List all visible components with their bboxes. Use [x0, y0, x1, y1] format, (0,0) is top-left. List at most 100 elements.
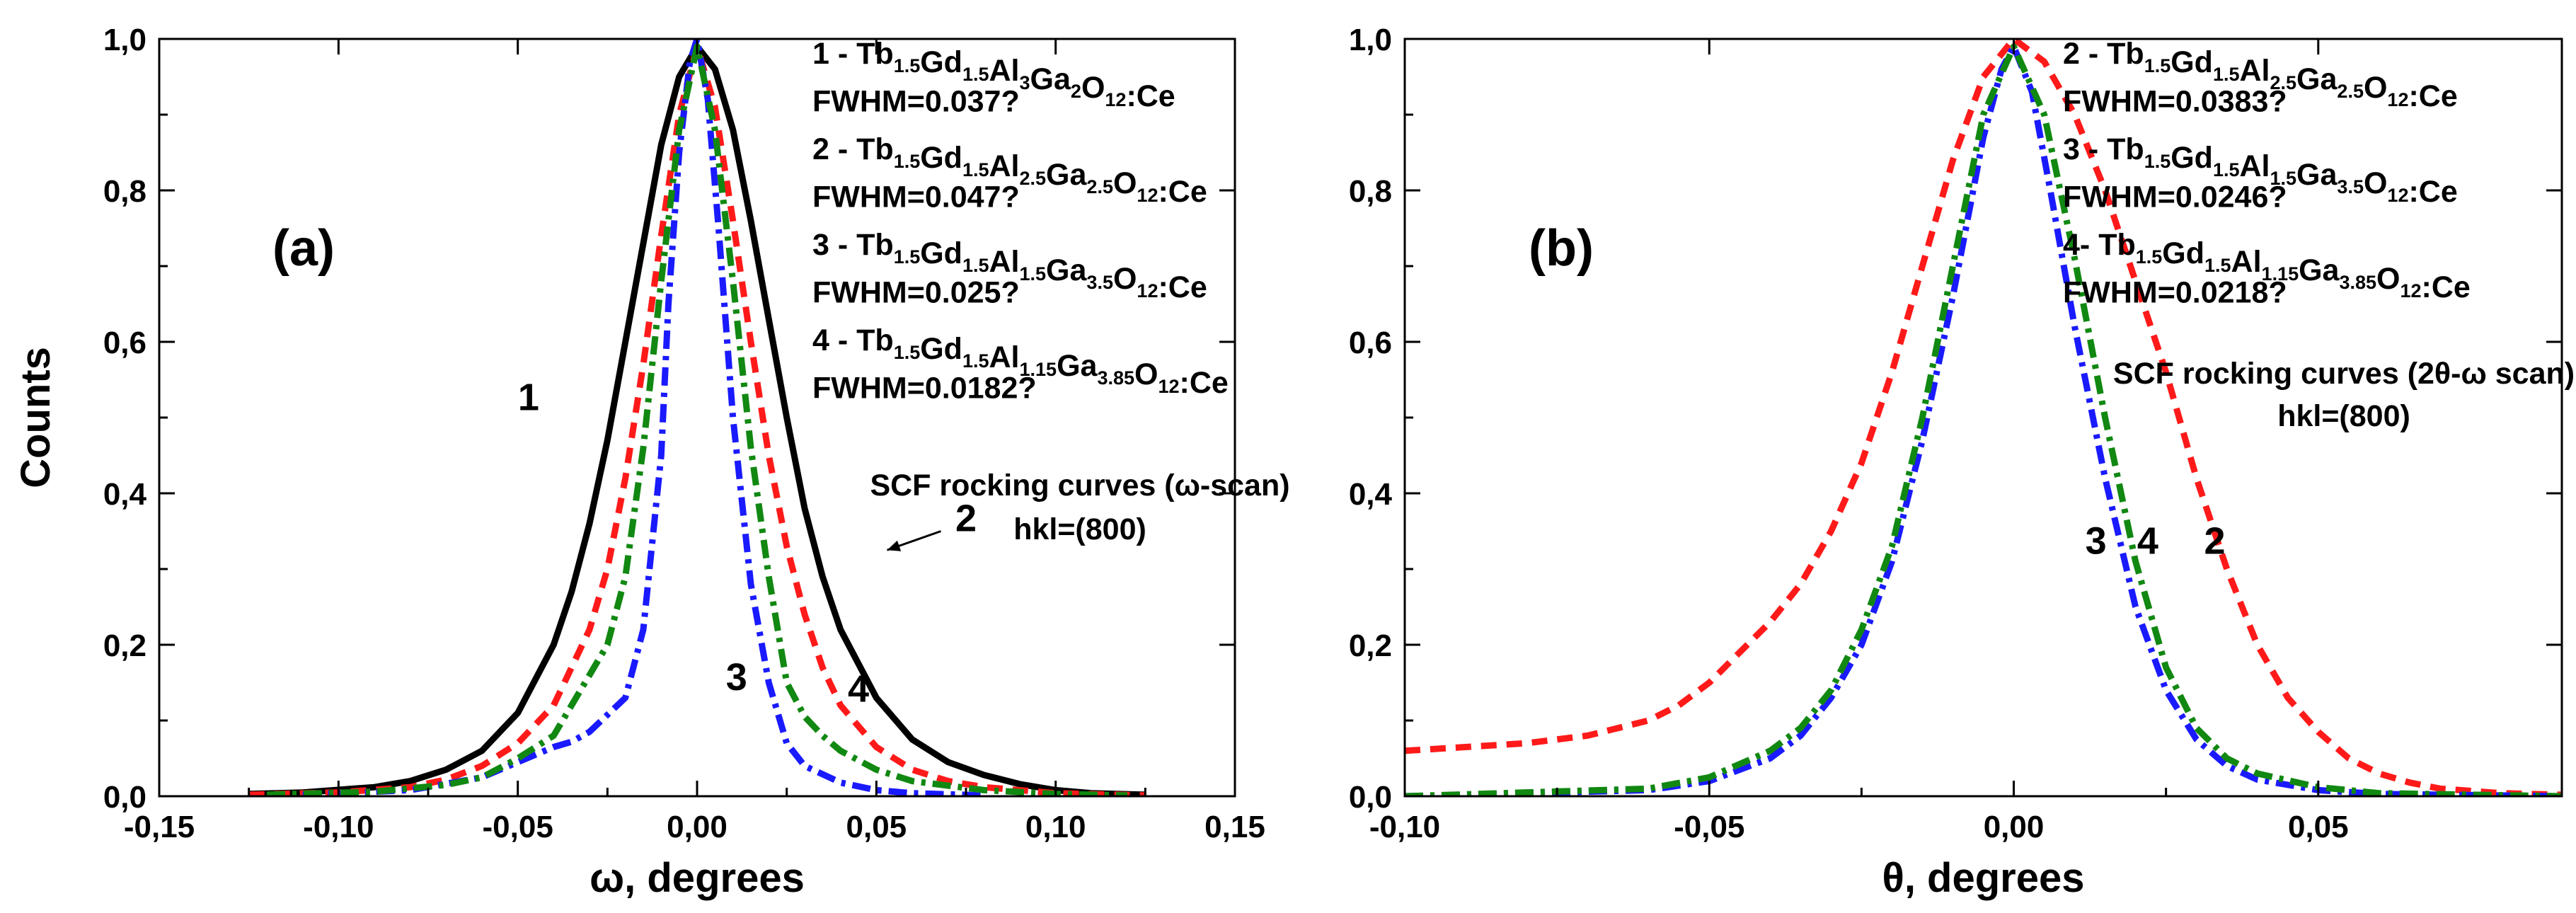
legend-formula-subscript: 1.5: [2136, 246, 2163, 268]
legend-formula-subscript: 1.5: [894, 151, 921, 172]
legend-formula-subscript: 1.5: [2270, 168, 2297, 189]
legend-prefix: 4-: [2063, 228, 2098, 262]
y-tick-label: 0,0: [1349, 780, 1392, 815]
series-line-3: [1405, 43, 2562, 796]
legend-formula-element: Al: [989, 245, 1020, 279]
x-tick-label: -0,05: [1674, 810, 1744, 844]
legend-prefix: 1 -: [812, 37, 856, 71]
legend-formula-element: Gd: [920, 236, 962, 270]
legend-prefix: 3 -: [2063, 132, 2107, 166]
y-tick-label: 0,6: [1349, 326, 1392, 360]
legend-formula-element: Gd: [2170, 45, 2213, 79]
legend-formula-element: Gd: [920, 45, 962, 79]
curve-number-label: 4: [848, 667, 869, 710]
x-tick-label: 0,00: [1984, 810, 2045, 844]
legend-formula-subscript: 12: [2387, 89, 2408, 110]
legend-formula-element: O: [2364, 166, 2387, 200]
curve-number-label: 3: [726, 656, 747, 699]
legend-formula-subscript: 1.5: [1020, 263, 1047, 285]
legend-entry-1: 1 - Tb1.5Gd1.5Al3Ga2O12:Ce: [812, 37, 1175, 113]
legend-formula-element: Tb: [2107, 132, 2144, 166]
legend-formula-subscript: 1.5: [2213, 64, 2240, 85]
legend-formula-element: Al: [2231, 245, 2262, 279]
legend-formula-subscript: 3.85: [2339, 272, 2376, 293]
legend-formula-subscript: 12: [1158, 376, 1179, 397]
y-tick-label: 0,8: [103, 174, 146, 209]
legend-formula-element: Ga: [1057, 349, 1098, 383]
legend-entry-2: 2 - Tb1.5Gd1.5Al2.5Ga2.5O12:Ce: [812, 132, 1207, 209]
legend-formula-element: Tb: [856, 37, 894, 71]
plot-frame: [158, 38, 1236, 798]
legend-entry-3: 4- Tb1.5Gd1.5Al1.15Ga3.85O12:Ce: [2063, 228, 2471, 304]
chart-panel-b: -0,10 -0,05 0,00 0,05 0,0 0,2 0,4 0,6 0,8 1,0 θ, d…: [1349, 23, 2575, 901]
x-tick-label: 0,10: [1025, 810, 1086, 844]
legend-entry-2: 3 - Tb1.5Gd1.5Al1.5Ga3.5O12:Ce: [2063, 132, 2458, 209]
y-tick-label: 1,0: [1349, 23, 1392, 57]
legend-formula-element: Tb: [856, 132, 894, 166]
legend-formula-subscript: 1.5: [962, 255, 989, 276]
scan-annotation: SCF rocking curves (2θ-ω scan): [2113, 357, 2575, 391]
x-axis-title: θ, degrees: [1882, 855, 2084, 901]
legend-formula-subscript: 1.5: [894, 55, 921, 76]
y-tick-label: 0,8: [1349, 174, 1392, 209]
legend-formula-element: O: [1113, 166, 1137, 200]
x-tick-label: 0,05: [846, 810, 907, 844]
legend-formula-subscript: 3.85: [1097, 367, 1134, 389]
series-line-2: [1405, 39, 2562, 796]
legend-formula-subscript: 1.5: [2213, 159, 2240, 180]
y-tick-label: 0,6: [103, 326, 146, 360]
legend-formula-element: :Ce: [1158, 270, 1207, 304]
x-tick-label: 0,00: [667, 810, 728, 844]
legend-formula-element: Gd: [920, 141, 962, 175]
series-line-4: [266, 43, 1128, 796]
legend-formula-subscript: 1.5: [962, 159, 989, 180]
legend-formula-subscript: 2.5: [2337, 81, 2364, 102]
legend-formula-element: Ga: [1030, 62, 1071, 96]
legend-formula-subscript: 1.5: [962, 64, 989, 85]
legend-prefix: 3 -: [812, 228, 856, 262]
legend-formula-element: Al: [989, 340, 1020, 374]
legend-formula-element: O: [1134, 357, 1158, 391]
y-tick-label: 0,4: [103, 477, 147, 512]
legend-formula-element: :Ce: [1158, 175, 1207, 209]
legend-fwhm-3: FWHM=0.0218?: [2063, 276, 2287, 310]
legend-formula-element: :Ce: [2408, 175, 2457, 209]
legend-fwhm-2: FWHM=0.0246?: [2063, 180, 2287, 214]
legend-fwhm-1: FWHM=0.037?: [812, 85, 1020, 119]
curve-number-label: 4: [2137, 520, 2158, 563]
legend-prefix: 2 -: [812, 132, 856, 166]
legend-formula-element: Tb: [2107, 37, 2144, 71]
legend-formula-element: Ga: [2299, 253, 2340, 287]
legend-entry-1: 2 - Tb1.5Gd1.5Al2.5Ga2.5O12:Ce: [2063, 37, 2458, 113]
legend-fwhm-2: FWHM=0.047?: [812, 180, 1020, 214]
legend-fwhm-3: FWHM=0.025?: [812, 276, 1020, 310]
legend-formula-element: :Ce: [2422, 270, 2471, 304]
legend-formula-subscript: 12: [1137, 185, 1158, 206]
series-line-2: [248, 43, 1146, 796]
x-axis-title: ω, degrees: [590, 855, 805, 901]
legend-formula-subscript: 12: [1105, 89, 1126, 110]
x-tick-label: -0,15: [124, 810, 195, 844]
x-tick-label: -0,10: [1369, 810, 1440, 844]
legend-formula-subscript: 1.5: [2144, 151, 2171, 172]
scan-annotation: SCF rocking curves (ω-scan): [870, 469, 1289, 503]
legend-formula-subscript: 3.5: [1086, 272, 1113, 293]
curve-number-label: 3: [2086, 520, 2107, 563]
legend-formula-element: Tb: [856, 228, 894, 262]
legend-formula-subscript: 12: [2387, 185, 2408, 206]
legend-formula-element: :Ce: [2408, 79, 2457, 113]
legend-formula-subscript: 1.5: [894, 246, 921, 268]
y-tick-label: 0,4: [1349, 477, 1393, 512]
legend-formula-element: Ga: [2296, 158, 2338, 192]
legend-formula-subscript: 1.15: [2262, 263, 2299, 285]
series-line-3: [302, 39, 984, 796]
legend-formula-subscript: 2: [1071, 81, 1081, 102]
legend-entry-4: 4 - Tb1.5Gd1.5Al1.15Ga3.85O12:Ce: [812, 323, 1229, 400]
panel-label: (a): [272, 220, 335, 277]
legend-formula-element: Al: [2240, 149, 2270, 183]
legend-formula-subscript: 3: [1020, 72, 1030, 93]
panel-label: (b): [1529, 220, 1594, 277]
legend-formula-subscript: 12: [2400, 280, 2422, 302]
y-tick-label: 0,0: [103, 780, 146, 815]
